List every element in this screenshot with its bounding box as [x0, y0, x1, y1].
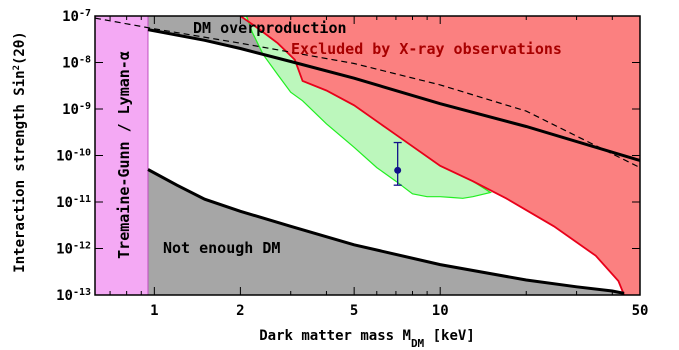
y-tick-exp: -13	[73, 287, 91, 298]
x-axis-title-main: Dark matter mass M	[259, 328, 411, 344]
x-tick-label: 2	[236, 303, 244, 319]
y-tick-base: 10	[56, 195, 73, 211]
y-tick-label: 10-10	[56, 147, 91, 165]
y-tick-base: 10	[62, 56, 79, 72]
tremaine-gunn-region	[95, 16, 149, 295]
x-axis-title-sub: DM	[411, 337, 425, 350]
region-labels: DM overproduction Excluded by X-ray obse…	[115, 19, 562, 259]
x-tick-label: 5	[350, 303, 358, 319]
y-tick-base: 10	[56, 242, 73, 258]
x-axis-title: Dark matter mass MDM [keV]	[259, 328, 475, 350]
tremaine-gunn-lyman-alpha-label: Tremaine-Gunn / Lyman-α	[115, 51, 133, 259]
y-tick-base: 10	[56, 149, 73, 165]
y-axis-title-main: Interaction strength Sin	[12, 70, 28, 272]
plot-area	[94, 15, 641, 296]
y-tick-label: 10-9	[62, 101, 91, 119]
y-tick-base: 10	[56, 288, 73, 304]
y-tick-label: 10-11	[56, 194, 91, 212]
not-enough-dm-label: Not enough DM	[163, 239, 280, 257]
y-tick-exp: -12	[73, 240, 91, 251]
y-tick-label: 10-13	[56, 287, 91, 305]
xray-excluded-label: Excluded by X-ray observations	[291, 40, 562, 58]
not-enough-dm-region	[147, 169, 625, 295]
plot-clipped-group	[95, 16, 640, 295]
y-tick-label: 10-8	[62, 54, 91, 72]
dm-overproduction-label: DM overproduction	[193, 19, 347, 37]
axis-titles: Dark matter mass MDM [keV] Interaction s…	[12, 31, 475, 349]
x-tick-label: 10	[432, 303, 449, 319]
y-tick-exp: -8	[79, 54, 91, 65]
x-tick-label: 50	[632, 303, 649, 319]
not-enough-dm-boundary	[147, 168, 625, 295]
y-axis-title-tail: (2θ)	[12, 31, 28, 65]
x-axis-title-unit: [keV]	[424, 328, 475, 344]
y-tick-base: 10	[62, 9, 79, 25]
y-axis-title: Interaction strength Sin2(2θ)	[12, 31, 28, 272]
y-tick-label: 10-12	[56, 240, 91, 258]
y-tick-base: 10	[62, 102, 79, 118]
x-tick-label: 1	[150, 303, 158, 319]
y-tick-exp: -9	[79, 101, 91, 112]
dashed-line-0	[95, 17, 640, 169]
y-axis-title-sup: 2	[12, 65, 22, 70]
xray-boundary-line	[239, 16, 625, 295]
y-tick-label: 10-7	[62, 8, 91, 26]
measurement-point	[394, 166, 402, 174]
y-tick-exp: -10	[73, 147, 91, 158]
y-tick-exp: -7	[79, 8, 91, 19]
y-tick-exp: -11	[73, 194, 91, 205]
xray-excluded-region	[240, 16, 640, 295]
dm-overproduction-boundary	[147, 28, 640, 162]
